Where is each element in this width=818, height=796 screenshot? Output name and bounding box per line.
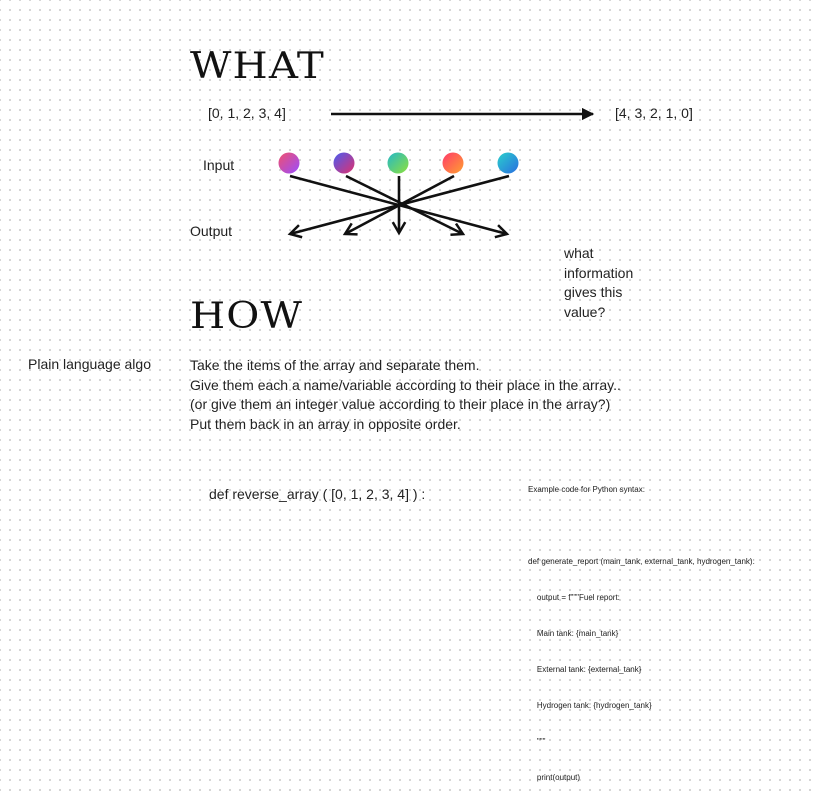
question-note: what information gives this value? xyxy=(564,244,633,322)
output-label: Output xyxy=(190,223,233,239)
cross-arrow-1 xyxy=(289,174,510,239)
example-code-title: Example code for Python syntax: xyxy=(528,485,645,494)
crossing-arrows xyxy=(287,174,510,239)
element-dot xyxy=(278,152,300,174)
input-array-text: [0, 1, 2, 3, 4] xyxy=(208,105,286,121)
question-line: value? xyxy=(564,303,606,320)
what-heading: WHAT xyxy=(190,46,325,87)
cross-arrow-2 xyxy=(345,174,466,236)
code-line: print(output) xyxy=(528,773,581,782)
code-line: Main tank: {main_tank} xyxy=(528,629,619,638)
element-dots xyxy=(278,152,519,174)
code-line: """ xyxy=(528,737,546,746)
algo-step: Put them back in an array in opposite or… xyxy=(190,415,461,432)
algo-step: Give them each a name/variable according… xyxy=(190,376,621,393)
how-heading: HOW xyxy=(190,296,304,337)
plain-language-label: Plain language algo xyxy=(28,356,151,372)
algo-step: Take the items of the array and separate… xyxy=(190,357,480,373)
element-dot xyxy=(387,152,409,174)
code-line: Hydrogen tank: {hydrogen_tank} xyxy=(528,701,652,710)
cross-arrow-4 xyxy=(342,174,455,236)
code-line: External tank: {external_tank} xyxy=(528,665,642,674)
element-dot xyxy=(497,152,519,174)
question-line: information xyxy=(564,264,634,281)
question-line: gives this xyxy=(564,284,623,300)
code-line: output = f"""Fuel report: xyxy=(528,593,620,602)
question-line: what xyxy=(564,245,594,261)
cross-arrow-5 xyxy=(287,174,510,239)
algo-step: (or give them an integer value according… xyxy=(190,396,611,412)
input-label: Input xyxy=(203,157,235,173)
output-array-text: [4, 3, 2, 1, 0] xyxy=(615,105,693,121)
element-dot xyxy=(333,152,355,174)
function-call-text: def reverse_array ( [0, 1, 2, 3, 4] ) : xyxy=(209,486,426,502)
algo-steps: Take the items of the array and separate… xyxy=(190,356,621,434)
example-code-block: Example code for Python syntax: def gene… xyxy=(528,460,755,796)
element-dot xyxy=(442,152,464,174)
code-line: def generate_report (main_tank, external… xyxy=(528,557,755,566)
